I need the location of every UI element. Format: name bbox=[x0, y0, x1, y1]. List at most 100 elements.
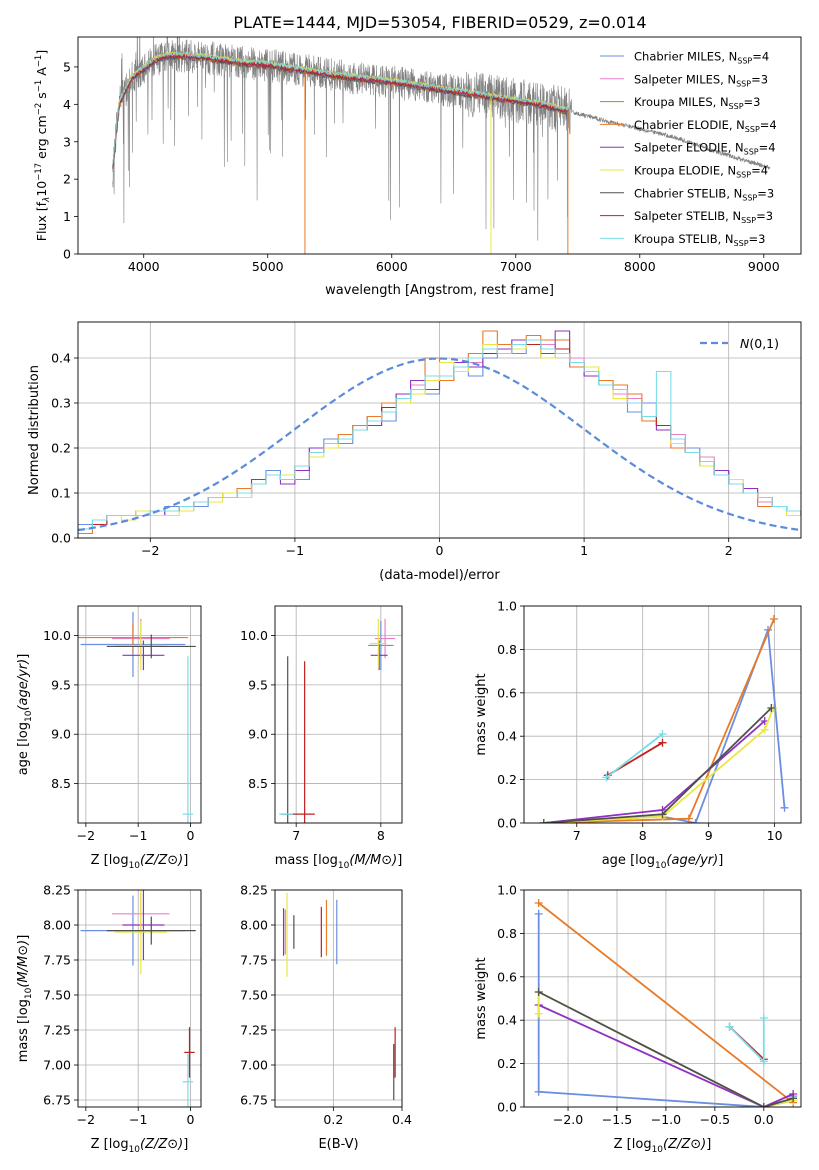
y-tick-label: 7.50 bbox=[240, 988, 268, 1003]
y-tick-label: 9.5 bbox=[248, 677, 268, 692]
legend-normal-symbol: N bbox=[740, 336, 750, 351]
x-axis-label: wavelength [Angstrom, rest frame] bbox=[325, 283, 554, 298]
weight-marker-chabrier_miles bbox=[534, 909, 543, 918]
weight-marker-kroupa_stelib bbox=[759, 1014, 768, 1023]
label-part: Z [log bbox=[614, 1137, 652, 1152]
x-tick-label: 1 bbox=[580, 543, 588, 558]
y-axis-label-part: −17 bbox=[34, 163, 44, 181]
x-tick-label: 7 bbox=[573, 828, 581, 843]
legend-suffix: =3 bbox=[751, 72, 768, 86]
legend-suffix: =4 bbox=[760, 118, 777, 132]
label-part: age [log bbox=[16, 722, 31, 775]
y-tick-label: 2 bbox=[63, 172, 71, 187]
x-axis-label: age [log10(age/yr)] bbox=[602, 853, 724, 871]
legend-suffix: =3 bbox=[744, 95, 761, 109]
panel-weight_vs_Z: −2.0 −1.5 −1.0 −0.5 0.0 0.0 0.2 0.4 0.6 0.8 1.0 Z [… bbox=[474, 883, 802, 1155]
y-axis-label-part: −1 bbox=[34, 55, 44, 68]
weight-marker-chabrier_elodie bbox=[769, 615, 778, 624]
weight-marker-chabrier_stelib bbox=[789, 1094, 798, 1103]
y-tick-label: 8.5 bbox=[51, 776, 71, 791]
x-tick-label: −2 bbox=[77, 1112, 95, 1127]
x-tick-label: 6000 bbox=[376, 259, 408, 274]
label-part: Z [log bbox=[91, 1137, 129, 1152]
x-tick-label: 8 bbox=[639, 828, 647, 843]
y-tick-label: 0.6 bbox=[497, 969, 517, 984]
weight-marker-chabrier_stelib bbox=[759, 1103, 768, 1107]
y-axis-label: age [log10(age/yr)] bbox=[16, 654, 34, 776]
panel-mass_vs_ebv: 0.2 0.4 6.75 7.00 7.25 7.50 7.75 8.00 8.25 E(B-V) bbox=[240, 883, 412, 1153]
legend-subscript: SSP bbox=[737, 57, 752, 66]
label-part: (age/yr) bbox=[666, 853, 718, 868]
weight-marker-kroupa_stelib bbox=[658, 730, 667, 739]
legend-suffix: =4 bbox=[759, 141, 776, 155]
weight-line-kroupa_stelib bbox=[605, 733, 664, 779]
y-tick-label: 4 bbox=[63, 97, 71, 112]
y-tick-label: 1.0 bbox=[497, 883, 517, 898]
x-tick-label: −1 bbox=[286, 543, 304, 558]
weight-marker-kroupa_elodie bbox=[760, 725, 769, 734]
legend-label: Salpeter MILES, N bbox=[634, 72, 736, 86]
axes-frame bbox=[77, 321, 802, 539]
y-tick-label: 7.50 bbox=[43, 988, 71, 1003]
y-tick-label: 3 bbox=[63, 134, 71, 149]
panel-age_vs_Z: −2 −1 08.59.09.510.0Z [log10(Z/Z⊙)]age [lo… bbox=[16, 605, 202, 871]
y-tick-label: 10.0 bbox=[43, 628, 71, 643]
weight-marker-chabrier_miles bbox=[780, 803, 789, 812]
legend-label: Salpeter ELODIE, N bbox=[634, 141, 744, 155]
y-axis-label-part: s bbox=[34, 92, 49, 103]
x-tick-label: 0.2 bbox=[323, 1112, 343, 1127]
x-tick-label: 2 bbox=[725, 543, 733, 558]
y-tick-label: 8.5 bbox=[248, 776, 268, 791]
y-tick-label: 1 bbox=[63, 209, 71, 224]
label-subscript: 10 bbox=[652, 1145, 664, 1155]
legend-suffix: =4 bbox=[751, 164, 768, 178]
y-axis-label: mass [log10(M/M⊙)] bbox=[16, 935, 34, 1063]
x-tick-label: −1.0 bbox=[651, 1112, 681, 1127]
weight-marker-kroupa_stelib bbox=[725, 1022, 734, 1031]
axes-frame bbox=[77, 889, 202, 1108]
axes-frame bbox=[77, 605, 202, 824]
label-part: (M/M⊙) bbox=[16, 940, 31, 988]
y-axis-label-part: 10 bbox=[34, 181, 49, 197]
legend-entry: Kroupa ELODIE, NSSP=4 bbox=[634, 164, 768, 180]
y-axis-label: mass weight bbox=[474, 673, 489, 755]
y-tick-label: 0.8 bbox=[497, 642, 517, 657]
y-axis-label-part: −2 bbox=[34, 103, 44, 116]
y-tick-label: 0 bbox=[63, 247, 71, 262]
legend-entry: Chabrier ELODIE, NSSP=4 bbox=[634, 118, 777, 134]
y-tick-label: 0.8 bbox=[497, 926, 517, 941]
y-tick-label: 6.75 bbox=[240, 1093, 268, 1108]
legend-entry: Chabrier STELIB, NSSP=3 bbox=[634, 186, 774, 202]
label-part: Z [log bbox=[91, 853, 129, 868]
y-axis-label-part: A bbox=[34, 67, 49, 80]
plot-area-weight_vs_age bbox=[539, 615, 789, 823]
plot-area-mass_vs_Z bbox=[80, 890, 196, 1107]
x-tick-label: 0.0 bbox=[754, 1112, 774, 1127]
y-axis-label-part: −1 bbox=[34, 80, 44, 93]
label-subscript: 10 bbox=[129, 1145, 141, 1155]
legend-subscript: SSP bbox=[734, 239, 749, 248]
legend-subscript: SSP bbox=[729, 102, 744, 111]
legend-subscript: SSP bbox=[742, 193, 757, 202]
axes-frame bbox=[523, 605, 802, 824]
label-part: ] bbox=[16, 654, 31, 659]
y-tick-label: 7.75 bbox=[240, 953, 268, 968]
normal-curve-line bbox=[78, 357, 801, 532]
x-tick-label: 8 bbox=[377, 828, 385, 843]
legend-subscript: SSP bbox=[736, 171, 751, 180]
legend-suffix: =4 bbox=[752, 50, 769, 64]
label-part: ] bbox=[397, 853, 402, 868]
label-part: (age/yr) bbox=[16, 659, 31, 711]
x-axis-label: Z [log10(Z/Z⊙)] bbox=[91, 1137, 189, 1155]
label-part: (Z/Z⊙) bbox=[663, 1137, 706, 1152]
axes-frame bbox=[523, 889, 802, 1108]
y-tick-label: 0.0 bbox=[497, 1100, 517, 1115]
y-axis-label-part: ] bbox=[34, 50, 49, 55]
weight-line-kroupa_elodie bbox=[543, 707, 775, 823]
weight-marker-chabrier_elodie bbox=[684, 814, 693, 823]
legend-entry: Kroupa MILES, NSSP=3 bbox=[634, 95, 760, 111]
y-tick-label: 8.00 bbox=[240, 918, 268, 933]
y-tick-label: 7.00 bbox=[43, 1058, 71, 1073]
plot-area-spectrum bbox=[112, 37, 771, 254]
